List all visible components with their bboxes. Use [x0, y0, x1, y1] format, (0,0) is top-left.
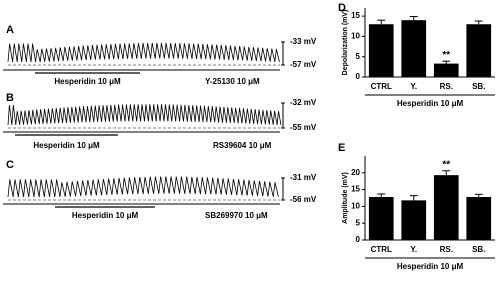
treatment-label: Hesperidin 10 μM — [33, 141, 100, 150]
x-axis-label: Hesperidin 10 μM — [397, 262, 464, 271]
y-tick-label: 15 — [351, 11, 360, 20]
voltage-label: -31 mV — [290, 173, 317, 182]
y-tick-label: 5 — [356, 52, 361, 61]
x-tick-label: CTRL — [371, 245, 392, 254]
panel-letter: A — [6, 24, 14, 36]
y-tick-label: 10 — [351, 202, 360, 211]
y-tick-label: 0 — [356, 72, 361, 81]
panel-letter: B — [6, 92, 14, 104]
treatment-label: Hesperidin 10 μM — [72, 211, 139, 220]
x-tick-label: RS. — [440, 245, 453, 254]
bar — [466, 196, 492, 240]
x-tick-label: RS. — [440, 82, 453, 91]
y-tick-label: 20 — [351, 168, 360, 177]
trace — [7, 176, 279, 198]
significance: ** — [442, 50, 450, 61]
treatment-label: Hesperidin 10 μM — [54, 77, 121, 86]
x-tick-label: SB. — [472, 245, 485, 254]
voltage-label: -32 mV — [290, 98, 317, 107]
bar — [368, 24, 394, 77]
voltage-label: -33 mV — [290, 37, 317, 46]
bar — [401, 20, 427, 78]
y-axis-label: Amplitude (mV) — [342, 172, 349, 224]
x-tick-label: Y. — [410, 245, 417, 254]
x-axis-label: Hesperidin 10 μM — [397, 99, 464, 108]
bar — [368, 196, 394, 240]
significance: ** — [442, 159, 450, 170]
y-tick-label: 0 — [356, 235, 361, 244]
y-axis-label: Depolarization (mV) — [342, 10, 349, 76]
x-tick-label: Y. — [410, 82, 417, 91]
voltage-label: -55 mV — [290, 123, 317, 132]
y-tick-label: 5 — [356, 218, 361, 227]
voltage-label: -57 mV — [290, 60, 317, 69]
bar — [401, 200, 427, 240]
trace — [7, 104, 282, 126]
voltage-label: -56 mV — [290, 195, 317, 204]
blocker-label: SB269970 10 μM — [205, 211, 268, 220]
y-tick-label: 15 — [351, 185, 360, 194]
blocker-label: RS39604 10 μM — [213, 141, 272, 150]
panel-letter: D — [338, 2, 346, 14]
x-tick-label: SB. — [472, 82, 485, 91]
bar — [433, 175, 459, 240]
y-tick-label: 10 — [351, 32, 360, 41]
blocker-label: Y-25130 10 μM — [205, 77, 260, 86]
bar — [433, 63, 459, 77]
bar — [466, 24, 492, 77]
trace — [7, 42, 280, 63]
x-tick-label: CTRL — [371, 82, 392, 91]
panel-letter: E — [338, 142, 345, 154]
panel-letter: C — [6, 159, 14, 171]
